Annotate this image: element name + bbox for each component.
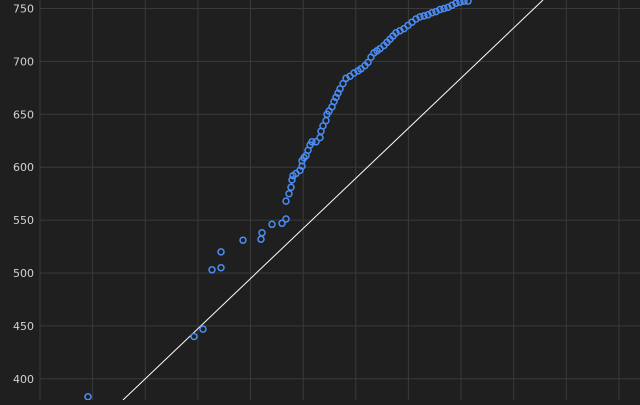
data-point	[396, 26, 404, 35]
data-point	[288, 176, 296, 184]
data-point	[330, 97, 338, 106]
y-tick-label: 500	[13, 267, 34, 280]
data-point	[282, 215, 290, 223]
data-point	[285, 189, 293, 198]
data-point	[319, 122, 327, 130]
data-point	[392, 29, 400, 37]
data-point	[448, 1, 456, 10]
data-point	[334, 89, 342, 97]
data-point	[432, 7, 440, 16]
grid-lines	[39, 0, 640, 400]
data-point	[208, 266, 216, 274]
y-tick-label: 600	[13, 161, 34, 174]
data-point	[239, 236, 247, 244]
data-point	[258, 229, 266, 237]
data-point	[312, 138, 320, 146]
data-point	[342, 74, 350, 83]
y-tick-label: 700	[13, 55, 34, 68]
y-tick-label: 450	[13, 320, 34, 333]
data-point	[217, 263, 225, 272]
data-point	[336, 85, 344, 93]
data-point	[282, 197, 290, 205]
y-axis-ticks: 400 450 500 550 600 650 700 750	[13, 3, 34, 386]
data-point	[428, 8, 436, 17]
y-tick-label: 400	[13, 373, 34, 386]
data-point	[199, 325, 207, 333]
data-point	[300, 153, 308, 162]
data-points	[84, 0, 472, 401]
data-point	[464, 0, 472, 5]
data-point	[456, 0, 464, 6]
y-tick-label: 750	[13, 3, 34, 16]
data-point	[364, 58, 372, 67]
data-point	[420, 12, 428, 20]
data-point	[444, 3, 452, 12]
data-point	[416, 13, 424, 21]
data-point	[217, 248, 225, 256]
data-point	[452, 0, 460, 7]
data-point	[350, 69, 358, 77]
data-point	[440, 4, 448, 13]
y-tick-label: 650	[13, 108, 34, 121]
data-point	[460, 0, 468, 5]
data-point	[278, 219, 286, 228]
data-point	[190, 332, 198, 341]
data-point	[339, 79, 347, 88]
data-point	[412, 15, 420, 23]
data-point	[287, 183, 295, 192]
data-point	[424, 11, 432, 19]
data-point	[308, 138, 316, 146]
data-point	[436, 5, 444, 14]
y-tick-label: 550	[13, 214, 34, 227]
data-point	[268, 220, 276, 229]
